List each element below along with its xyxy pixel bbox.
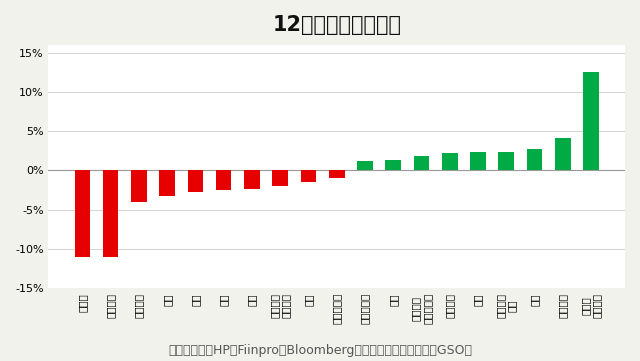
- Bar: [188, 170, 204, 192]
- Bar: [159, 170, 175, 196]
- Bar: [527, 148, 542, 170]
- Bar: [131, 170, 147, 202]
- Bar: [470, 152, 486, 170]
- Bar: [75, 170, 90, 257]
- Bar: [385, 160, 401, 170]
- Bar: [499, 152, 514, 170]
- Bar: [244, 170, 260, 188]
- Bar: [216, 170, 232, 190]
- Bar: [442, 153, 458, 170]
- Bar: [329, 170, 344, 178]
- Bar: [583, 72, 599, 170]
- Bar: [273, 170, 288, 186]
- Title: 12月の業種別騰落率: 12月の業種別騰落率: [272, 15, 401, 35]
- Bar: [301, 170, 316, 182]
- Text: 出所：各企業HP、Fiinpro、Bloomberg、ベトナム国家統計局（GSO）: 出所：各企業HP、Fiinpro、Bloomberg、ベトナム国家統計局（GSO…: [168, 344, 472, 357]
- Bar: [357, 161, 372, 170]
- Bar: [555, 138, 570, 170]
- Bar: [103, 170, 118, 257]
- Bar: [413, 156, 429, 170]
